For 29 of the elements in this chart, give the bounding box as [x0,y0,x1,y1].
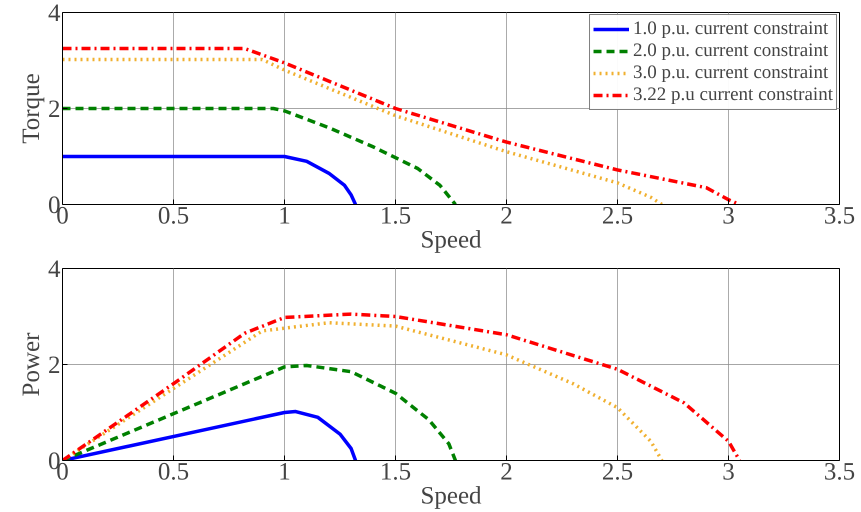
y-axis-title: Power [18,332,45,396]
x-tick-label: 2.5 [602,202,634,230]
x-tick-label: 3 [722,202,735,230]
x-axis-title: Speed [420,482,482,510]
line-series [62,106,458,204]
legend-label: 3.22 p.u current constraint [633,84,833,106]
x-tick-label: 3.5 [824,202,856,230]
x-axis-title: Speed [420,226,482,254]
y-tick-label: 4 [48,0,61,27]
y-tick-label: 2 [48,352,60,379]
y-axis-title: Torque [18,73,45,144]
x-tick-label: 3.5 [824,458,856,486]
legend-label: 1.0 p.u. current constraint [633,18,828,40]
x-tick-label: 1 [278,458,291,486]
x-tick-label: 0.5 [158,202,190,230]
legend-label: 2.0 p.u. current constraint [633,40,828,62]
x-tick-label: 1.5 [380,458,412,486]
legend-label: 3.0 p.u. current constraint [633,62,828,84]
x-tick-label: 2 [500,202,513,230]
x-tick-label: 0.5 [158,458,190,486]
y-tick-label: 2 [48,96,60,123]
line-series [62,154,358,204]
x-tick-label: 1.5 [380,202,412,230]
y-tick-label: 4 [48,256,61,283]
x-tick-label: 3 [722,458,735,486]
x-tick-label: 2.5 [602,458,634,486]
line-series [62,312,742,460]
x-tick-label: 2 [500,458,513,486]
x-tick-label: 1 [278,202,291,230]
